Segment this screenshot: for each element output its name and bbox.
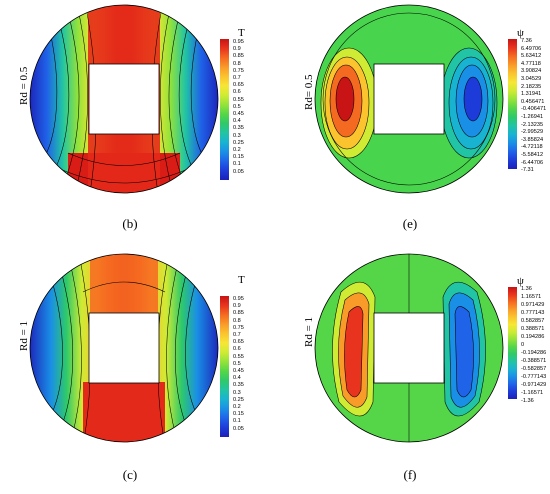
colorbar-tick-label: 0.8 (233, 317, 241, 324)
colorbar (508, 287, 517, 399)
colorbar-tick-label: 0.8 (233, 60, 241, 67)
colorbar-tick-label: 0.5 (233, 360, 241, 367)
temperature-contour-plot (29, 4, 219, 194)
colorbar-tick-label: 0.55 (233, 353, 244, 360)
colorbar-tick-label: 0.05 (233, 168, 244, 175)
colorbar-tick-label: 0.95 (233, 39, 244, 45)
colorbar-tick-label: 0.1 (233, 418, 241, 425)
colorbar-tick-label: 0.95 (233, 296, 244, 302)
colorbar-tick-label: -0.388571 (521, 358, 547, 364)
colorbar-tick-label: -2.13235 (521, 121, 544, 128)
streamfunction-contour-plot (314, 253, 504, 443)
colorbar-tick-label: 0.3 (233, 132, 241, 139)
colorbar-tick-label: 0.777143 (521, 310, 545, 316)
colorbar-tick-label: 0.15 (233, 154, 244, 161)
colorbar-tick-label: -5.58412 (521, 152, 544, 158)
colorbar (220, 296, 229, 437)
caption: (c) (122, 467, 138, 482)
legend-title: T (238, 27, 245, 39)
colorbar-tick-label: -1.16571 (521, 390, 544, 396)
colorbar-tick-label: 0.4 (233, 375, 241, 382)
caption: (f) (403, 467, 417, 482)
streamfunction-contour-plot (314, 4, 504, 194)
colorbar-tick-label: 0.9 (233, 303, 241, 310)
colorbar-tick-label: 7.36 (521, 38, 532, 44)
colorbar-tick-label: 0.55 (233, 96, 244, 103)
colorbar-tick-label: -1.36 (521, 398, 534, 404)
colorbar-tick-label: 0.85 (233, 53, 244, 60)
colorbar-tick-label: 0.7 (233, 332, 241, 338)
colorbar-tick-label: 0.25 (233, 396, 244, 403)
colorbar-tick-label: 0.4 (233, 118, 241, 125)
legend-title: ψ (517, 275, 524, 287)
colorbar-tick-label: 0.582857 (521, 318, 545, 324)
colorbar-tick-label: 3.90824 (521, 68, 542, 75)
colorbar-tick-label: -0.406471 (521, 106, 547, 113)
colorbar-tick-label: 0.25 (233, 139, 244, 146)
colorbar-tick-label: 0.971429 (521, 302, 545, 308)
colorbar-tick-label: 0.45 (233, 368, 244, 374)
colorbar-tick-label: 0.194286 (521, 334, 545, 340)
panel-f: Rd = 1 ψ 1.36 1.165 (275, 247, 550, 494)
caption: (b) (122, 216, 138, 231)
colorbar-tick-label: 0.3 (233, 389, 241, 396)
colorbar-tick-label: -2.99529 (521, 129, 544, 136)
colorbar-tick-label: -6.44706 (521, 159, 544, 166)
colorbar-tick-label: 0.2 (233, 147, 241, 153)
colorbar-tick-label: 0.5 (233, 103, 241, 110)
panel-e: Rd= 0.5 ψ 7.36 6.49706 (275, 0, 550, 247)
caption: (e) (402, 216, 418, 231)
colorbar-tick-label: 0 (521, 342, 525, 348)
legend-title: T (238, 274, 245, 286)
colorbar (220, 39, 229, 180)
colorbar-tick-label: 0.9 (233, 46, 241, 53)
colorbar-tick-label: 4.77118 (521, 60, 541, 67)
panel-b: Rd = 0.5 (0, 0, 275, 247)
colorbar-tick-label: 3.04529 (521, 76, 542, 82)
colorbar-tick-label: 1.16571 (521, 294, 542, 300)
colorbar-tick-label: 0.7 (233, 75, 241, 81)
colorbar-tick-label: 0.45 (233, 111, 244, 117)
colorbar-tick-label: 1.31941 (521, 91, 542, 98)
colorbar-tick-label: 1.36 (521, 286, 532, 292)
colorbar-tick-label: 0.15 (233, 411, 244, 418)
colorbar-tick-label: 0.75 (233, 324, 244, 331)
colorbar-tick-label: 0.456471 (521, 98, 545, 105)
colorbar-tick-label: -0.971429 (521, 382, 547, 388)
colorbar-tick-label: 0.65 (233, 339, 244, 346)
colorbar-tick-label: 0.05 (233, 425, 244, 432)
colorbar-tick-label: -7.31 (521, 167, 534, 174)
colorbar-tick-label: 0.65 (233, 82, 244, 89)
colorbar-tick-label: -0.777143 (521, 374, 547, 380)
colorbar-tick-label: 5.63412 (521, 53, 542, 60)
colorbar-tick-label: 0.2 (233, 404, 241, 410)
colorbar-tick-label: 0.75 (233, 67, 244, 74)
colorbar-tick-label: 6.49706 (521, 45, 542, 52)
colorbar-tick-label: -0.582857 (521, 366, 547, 372)
colorbar-tick-label: 0.1 (233, 161, 241, 168)
colorbar-tick-label: -3.85824 (521, 136, 544, 143)
colorbar-tick-label: 0.6 (233, 346, 241, 353)
colorbar-tick-label: 2.18235 (521, 83, 542, 90)
colorbar-tick-label: 0.6 (233, 89, 241, 96)
colorbar-tick-label: 0.35 (233, 382, 244, 389)
legend-title: ψ (517, 27, 524, 39)
temperature-contour-plot (29, 253, 219, 443)
colorbar-tick-label: -0.194286 (521, 350, 547, 356)
colorbar-tick-label: 0.388571 (521, 326, 545, 332)
colorbar-tick-label: -1.26941 (521, 114, 544, 120)
colorbar (508, 39, 517, 169)
colorbar-tick-label: -4.72118 (521, 144, 543, 151)
colorbar-tick-label: 0.35 (233, 125, 244, 132)
panel-c: Rd = 1 (0, 247, 275, 494)
colorbar-tick-label: 0.85 (233, 310, 244, 317)
